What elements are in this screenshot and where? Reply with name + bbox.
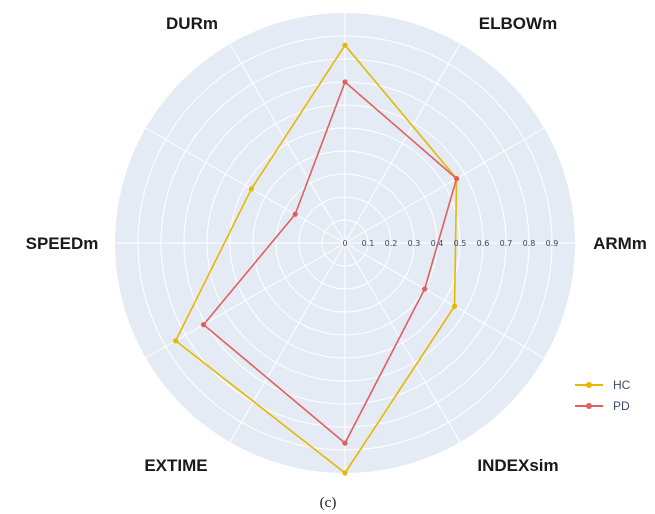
grid-spoke (344, 43, 461, 244)
legend: HC PD (575, 378, 631, 413)
radial-tick-label: 0.1 (362, 239, 375, 248)
grid-spoke (229, 242, 346, 443)
data-point-hc-indexsim (342, 470, 348, 476)
legend-item-pd: PD (575, 399, 630, 413)
grid-spoke (145, 242, 346, 359)
legend-marker-hc (586, 382, 592, 388)
axis-label-elbowm: ELBOWm (479, 14, 557, 33)
radial-tick-label: 0.7 (500, 239, 513, 248)
axis-label-durm: DURm (166, 14, 218, 33)
axis-label-extime: EXTIME (144, 456, 207, 475)
data-point-hc-extime (173, 338, 179, 344)
radial-tick-label: 0 (342, 239, 347, 248)
grid-spoke (229, 43, 346, 244)
data-point-pd-armm (422, 286, 428, 292)
data-point-pd-elbowm (453, 176, 460, 182)
radial-tick-label: 0.5 (454, 239, 467, 248)
series-layer (173, 42, 460, 476)
radial-tick-label: 0.2 (385, 239, 398, 248)
axis-label-armm: ARMm (593, 234, 647, 253)
legend-label-pd: PD (613, 399, 630, 413)
data-point-pd-indexsim (342, 440, 348, 446)
radial-tick-label: 0.3 (408, 239, 421, 248)
figure-caption: (c) (320, 495, 337, 511)
data-point-hc-speedm (248, 186, 254, 192)
legend-label-hc: HC (613, 378, 631, 392)
radial-tick-label: 0.8 (523, 239, 536, 248)
data-point-pd-speedm (292, 211, 298, 217)
grid-spoke (145, 127, 346, 244)
legend-item-hc: HC (575, 378, 631, 392)
legend-marker-pd (586, 403, 592, 409)
radial-tick-label: 0.4 (431, 239, 444, 248)
axis-label-indexsim: INDEXsim (477, 456, 558, 475)
data-point-pd-extime (200, 322, 207, 328)
data-point-hc-armm (451, 303, 458, 309)
grid (115, 13, 575, 473)
data-point-pd-durm (342, 79, 348, 85)
radial-tick-labels: 0 0.1 0.2 0.3 0.4 0.5 0.6 0.7 0.8 0.9 (342, 239, 558, 248)
radial-tick-label: 0.6 (477, 239, 490, 248)
data-point-hc-durm (342, 42, 348, 48)
axis-label-speedm: SPEEDm (26, 234, 99, 253)
radial-tick-label: 0.9 (546, 239, 559, 248)
grid-spoke (344, 127, 545, 244)
grid-spoke (344, 242, 461, 443)
grid-spoke (344, 242, 545, 359)
